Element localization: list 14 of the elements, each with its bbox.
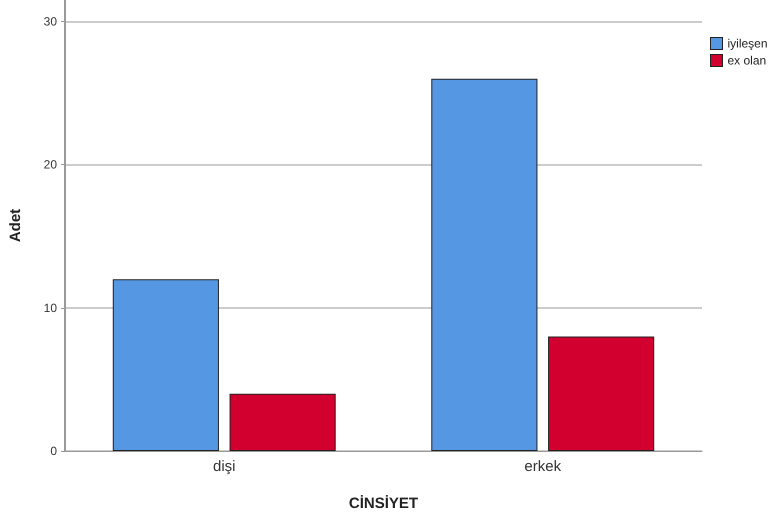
y-tick-label: 30: [44, 14, 58, 28]
legend-label: iyileşen: [728, 36, 768, 50]
y-axis-title: Adet: [7, 208, 24, 242]
bar: [112, 279, 219, 451]
x-axis-title: CİNSİYET: [348, 495, 418, 512]
x-tick-label: dişi: [212, 458, 236, 475]
bar: [431, 78, 538, 451]
legend-label: ex olan: [728, 54, 766, 68]
y-tick-label: 10: [44, 300, 58, 315]
y-tick-label: 20: [44, 158, 58, 172]
x-tick-label: erkek: [524, 458, 562, 475]
bar: [548, 336, 654, 451]
y-tick-label: 0: [50, 444, 58, 458]
bar: [230, 394, 336, 451]
